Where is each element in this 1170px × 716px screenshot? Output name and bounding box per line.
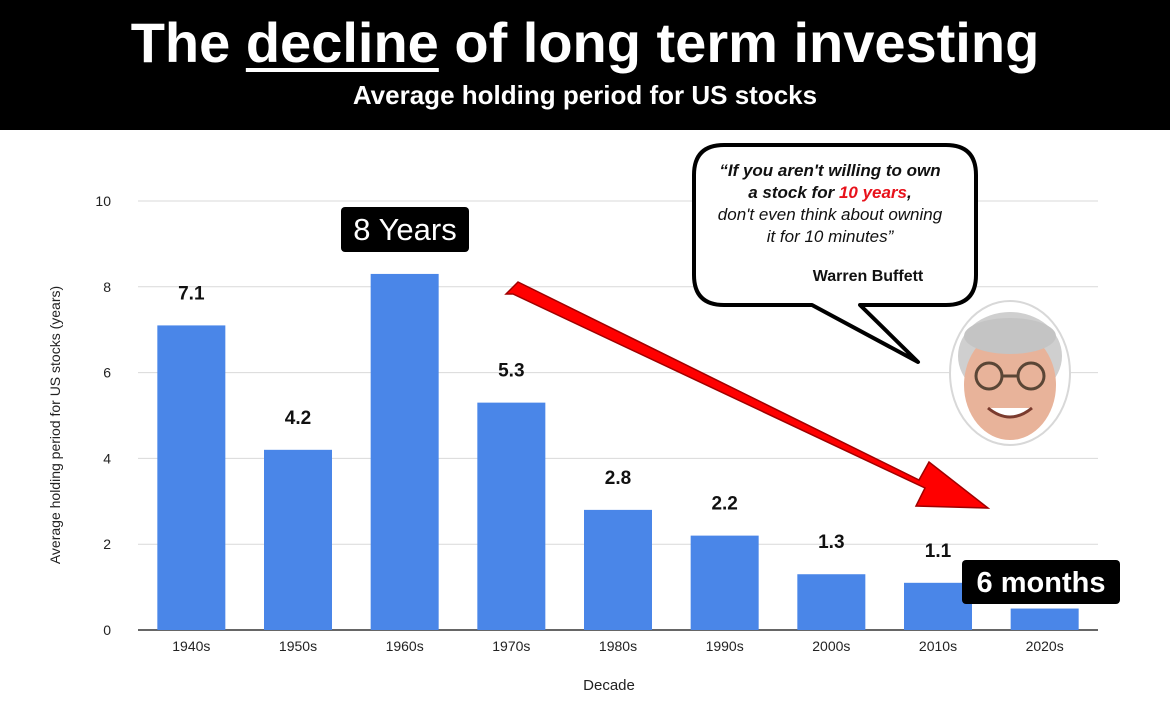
x-tick-label-2010s: 2010s	[919, 638, 957, 654]
buffett-quote: “If you aren't willing to own a stock fo…	[700, 160, 960, 248]
bar-1940s	[157, 325, 226, 630]
quote-line-3: don't even think about owning	[717, 205, 943, 224]
quote-line-1: “If you aren't willing to own	[719, 161, 941, 180]
bar-1970s	[477, 402, 546, 630]
bar-2000s	[797, 574, 866, 630]
chart-title: The decline of long term investing	[130, 11, 1040, 74]
callout-peak: 8 Years	[341, 207, 469, 252]
y-tick-label: 0	[103, 622, 111, 638]
warren-buffett-portrait	[949, 300, 1071, 446]
bar-1980s	[584, 509, 652, 630]
callout-peak-text: 8 Years	[353, 212, 456, 247]
quote-line-2: a stock for 10 years,	[748, 183, 912, 202]
quote-author: Warren Buffett	[812, 268, 924, 285]
x-tick-label-1990s: 1990s	[706, 638, 744, 654]
trend-arrow	[504, 281, 991, 509]
y-tick-label: 6	[103, 365, 111, 381]
bar-2010s	[904, 582, 972, 630]
data-label-2010s: 1.1	[925, 541, 952, 562]
callout-latest: 6 months	[962, 560, 1120, 604]
x-tick-label-1970s: 1970s	[492, 638, 530, 654]
data-label-1970s: 5.3	[498, 361, 524, 382]
speech-bubble	[692, 143, 978, 364]
x-tick-label-1950s: 1950s	[279, 638, 317, 654]
bar-1990s	[690, 535, 759, 630]
y-axis-label: Average holding period for US stocks (ye…	[47, 286, 63, 564]
x-tick-label-1980s: 1980s	[599, 638, 637, 654]
data-label-1990s: 2.2	[711, 494, 737, 515]
data-labels: 7.1 4.2 5.3 2.8 2.2 1.3 1.1	[178, 283, 952, 561]
quote-line-4: it for 10 minutes”	[766, 227, 894, 246]
data-label-1950s: 4.2	[285, 408, 311, 429]
x-tick-label-2020s: 2020s	[1026, 638, 1064, 654]
data-label-1940s: 7.1	[178, 283, 205, 304]
x-tick-label-1940s: 1940s	[172, 638, 210, 654]
bars	[157, 273, 1079, 630]
y-tick-label: 8	[103, 279, 111, 295]
bar-1950s	[264, 449, 332, 630]
y-tick-label: 2	[103, 536, 111, 552]
x-tick-label-2000s: 2000s	[812, 638, 850, 654]
y-tick-label: 10	[95, 193, 111, 209]
header-banner: The decline of long term investing Avera…	[0, 0, 1170, 130]
bar-chart: 0 2 4 6 8 10 7.1 4.2 5.3 2.8 2.2 1.3 1.1 1940s 1950s…	[47, 143, 1120, 694]
x-axis-label: Decade	[583, 677, 635, 694]
y-tick-label: 4	[103, 450, 111, 466]
y-tick-labels: 0 2 4 6 8 10	[95, 193, 111, 638]
data-label-1980s: 2.8	[605, 468, 631, 489]
bar-2020s	[1010, 608, 1079, 630]
x-tick-label-1960s: 1960s	[386, 638, 424, 654]
x-tick-labels: 1940s 1950s 1960s 1970s 1980s 1990s 2000s 2010s…	[172, 638, 1063, 654]
bar-1960s	[370, 273, 439, 630]
callout-latest-text: 6 months	[977, 567, 1106, 599]
quote-highlight: 10 years	[838, 183, 908, 202]
chart-subtitle: Average holding period for US stocks	[352, 80, 818, 110]
data-label-2000s: 1.3	[818, 532, 844, 553]
